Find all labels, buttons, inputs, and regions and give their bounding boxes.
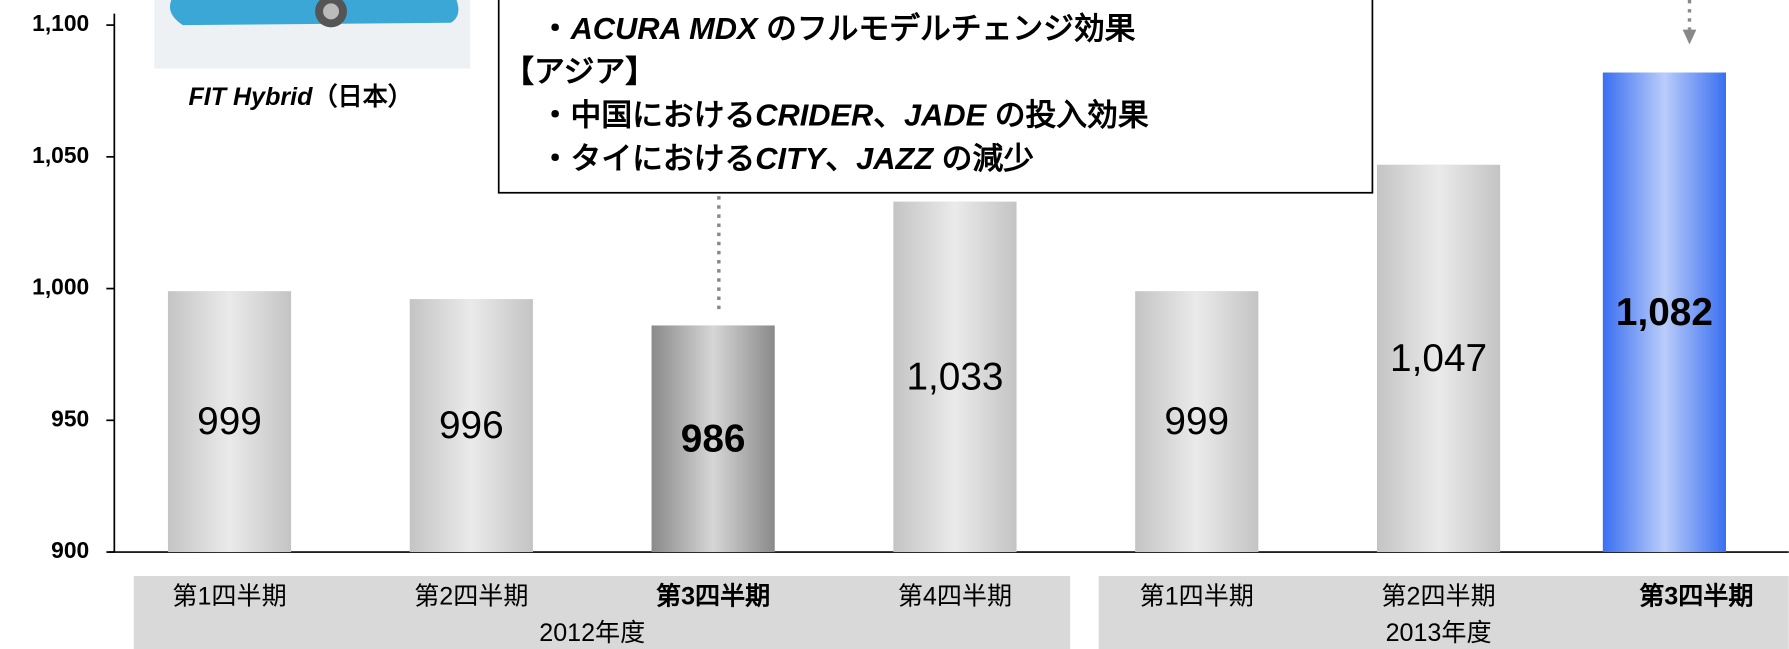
x-tick-label: 第1四半期 xyxy=(172,582,286,610)
annotation-line-part: のフルモデルチェンジ効果 xyxy=(758,11,1136,46)
annotation-line-part: JAZZ xyxy=(856,141,934,176)
bar-shine xyxy=(651,325,775,553)
data-label: 986 xyxy=(681,417,746,460)
annotation-line-part: ACURA MDX xyxy=(570,11,760,46)
bar-shine xyxy=(1602,72,1726,553)
annotation-line-part: ・中国における xyxy=(540,98,755,133)
annotation-line-part: CRIDER xyxy=(755,98,874,133)
group-label: 2013年度 xyxy=(1386,619,1492,647)
x-tick-label: 第2四半期 xyxy=(414,582,528,610)
data-label: 999 xyxy=(1164,400,1229,443)
y-tick-label: 1,100 xyxy=(32,10,89,36)
x-tick-label: 第3四半期 xyxy=(656,581,770,610)
annotation-line-part: JADE xyxy=(904,98,988,133)
annotation-line: ・中国におけるCRIDER、JADE の投入効果 xyxy=(540,98,1149,133)
y-tick-label: 1,050 xyxy=(32,142,89,168)
data-label: 1,082 xyxy=(1616,291,1713,334)
photo-caption-part: （日本） xyxy=(312,82,412,111)
group-strip xyxy=(1098,576,1789,649)
photo-caption: FIT Hybrid（日本） xyxy=(188,82,412,111)
bar-shine xyxy=(1135,291,1259,553)
annotation-line-part: ・ xyxy=(540,11,571,46)
photo-caption-part: FIT Hybrid xyxy=(188,83,313,111)
arrow-head xyxy=(1682,29,1697,45)
x-tick-label: 第4四半期 xyxy=(898,582,1012,610)
annotation-line-part: 【アジア】 xyxy=(503,54,656,89)
car-photo xyxy=(154,0,471,69)
annotation-line: ・ACURA MDX のフルモデルチェンジ効果 xyxy=(540,11,1136,46)
group-label: 2012年度 xyxy=(539,619,645,647)
annotation-line: ・タイにおけるCITY、JAZZ の減少 xyxy=(540,141,1034,176)
bar-shine xyxy=(1376,164,1501,553)
group-strip xyxy=(133,576,1071,649)
y-tick-label: 900 xyxy=(51,537,89,563)
data-label: 996 xyxy=(439,404,504,447)
x-tick-label: 第1四半期 xyxy=(1140,582,1254,610)
y-tick-label: 950 xyxy=(51,405,89,431)
x-tick-label: 第2四半期 xyxy=(1381,582,1495,610)
bar-shine xyxy=(167,291,292,553)
data-label: 1,033 xyxy=(906,355,1003,398)
bar-shine xyxy=(409,299,533,553)
data-label: 999 xyxy=(197,400,262,443)
annotation-line-part: 、 xyxy=(873,98,904,133)
annotation-line-part: ・タイにおける xyxy=(540,141,755,176)
annotation-line: 【アジア】 xyxy=(503,54,656,89)
annotation-box xyxy=(497,0,1374,194)
data-label: 1,047 xyxy=(1390,337,1487,380)
annotation-line-part: の投入効果 xyxy=(986,98,1149,133)
annotation-line-part: CITY xyxy=(755,141,828,176)
bar-shine xyxy=(893,201,1017,553)
annotation-line-part: 、 xyxy=(825,141,856,176)
annotation-line-part: の減少 xyxy=(933,141,1034,176)
x-tick-label: 第3四半期 xyxy=(1639,581,1753,610)
y-tick-label: 1,000 xyxy=(32,274,89,300)
